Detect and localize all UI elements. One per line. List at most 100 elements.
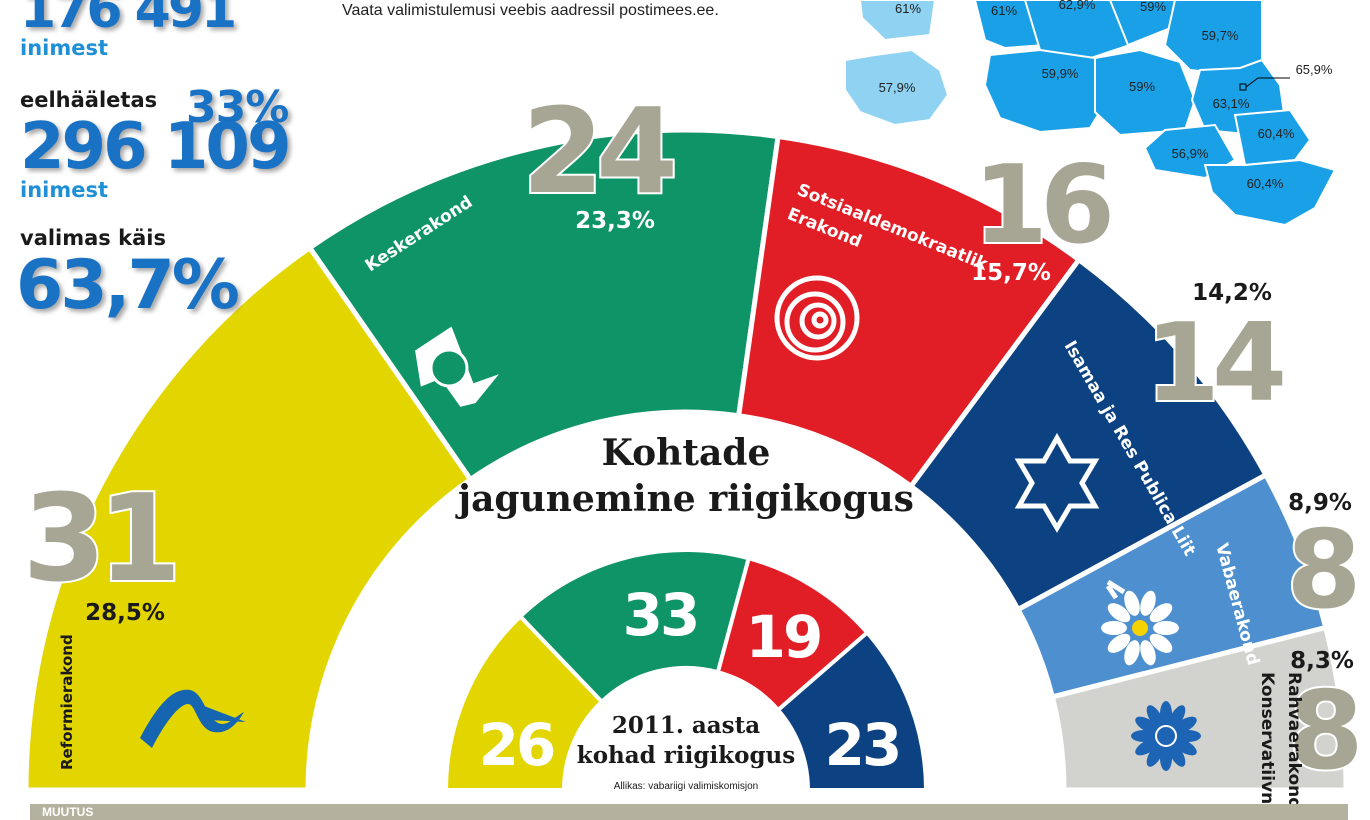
party-name-line: Reformierakond	[58, 634, 76, 770]
vabaerakond-flower-petal	[1107, 603, 1131, 623]
seat-slice-2011	[517, 547, 752, 705]
ekre-cornflower-petal	[1160, 745, 1172, 771]
seat-count-2011: 23	[825, 711, 900, 779]
ekre-cornflower-petal	[1146, 743, 1164, 767]
seat-count-2011: 26	[479, 711, 554, 779]
party-name-konservatiivne-rahvaerakond: Konservatiivne Rahvaerakond	[1257, 672, 1304, 816]
sde-rose-logo	[774, 275, 860, 361]
map-value: 56,9%	[1172, 146, 1209, 161]
seat-slice-2011	[443, 613, 605, 792]
seat-count-reformierakond: 31	[23, 470, 174, 609]
e-votes-value: 176 491	[20, 0, 237, 40]
party-name-line: Konservatiivne	[1257, 672, 1277, 816]
turnout-map: 61% 61% 62,9% 59% 59,7% 57,9% 59,9% 59% 65,9% 63,…	[844, 0, 1337, 227]
map-region	[1203, 158, 1337, 227]
vabaerakond-flower-petal	[1107, 633, 1131, 653]
map-value: 59,9%	[1042, 66, 1079, 81]
map-value: 61%	[991, 3, 1017, 18]
ekre-cornflower-petal	[1146, 705, 1164, 729]
seat-slice-reformierakond	[23, 244, 474, 793]
map-value: 60,4%	[1247, 176, 1284, 191]
ekre-cornflower-petal	[1168, 705, 1186, 729]
ekre-cornflower-petal	[1160, 701, 1172, 727]
map-value: 59%	[1140, 0, 1166, 14]
map-value: 61%	[895, 1, 921, 16]
ekre-cornflower-petal	[1173, 738, 1197, 756]
ekre-cornflower-petal	[1168, 743, 1186, 767]
party-name-reformierakond: Reformierakond	[58, 634, 76, 770]
sde-rose-logo	[811, 311, 829, 329]
seat-slice-2011	[775, 629, 929, 792]
seat-slice-konservatiivne-rahvaerakond	[1049, 624, 1349, 793]
vote-percent-reformierakond: 28,5%	[85, 600, 165, 626]
sde-rose-logo	[799, 302, 837, 340]
seat-count-konservatiivne-rahvaerakond: 8	[1288, 669, 1357, 794]
e-votes-unit: inimest	[20, 36, 109, 60]
seat-count-sotsiaaldemokraatlik-erakond: 16	[973, 143, 1110, 268]
map-leader-line	[1245, 77, 1290, 88]
ekre-cornflower-petal	[1135, 716, 1159, 734]
map-region	[1023, 0, 1132, 62]
vote-percent-isamaa-ja-res-publica-liit: 14,2%	[1192, 280, 1272, 306]
chart-title-2011: 2011. aasta	[612, 712, 760, 739]
vabaerakond-flower-petal	[1124, 640, 1140, 666]
chart-title-line: Kohtade	[602, 432, 771, 474]
early-vote-value: 296 109	[20, 110, 291, 184]
map-value: 59%	[1129, 79, 1155, 94]
vote-percent-keskerakond: 23,3%	[575, 208, 655, 234]
vabaerakond-flower-petal	[1140, 590, 1156, 616]
turnout-label: valimas käis	[20, 226, 166, 250]
map-value: 57,9%	[879, 80, 916, 95]
map-value: 65,9%	[1296, 62, 1333, 77]
chart-title-2011: kohad riigikogus	[577, 742, 795, 769]
reform-logo-wing	[204, 706, 246, 722]
vabaerakond-flower-sprig	[1105, 579, 1126, 600]
vabaerakond-flower-petal	[1101, 621, 1127, 635]
map-region	[973, 0, 1047, 50]
seat-count-keskerakond: 24	[522, 82, 673, 220]
ekre-cornflower-petal	[1173, 716, 1197, 734]
map-region	[1233, 108, 1312, 167]
map-region	[983, 48, 1112, 134]
seat-count-isamaa-ja-res-publica-liit: 14	[1145, 301, 1283, 426]
results-web-note: Vaata valimistulemusi veebis aadressil p…	[342, 2, 719, 19]
vote-percent-sotsiaaldemokraatlik-erakond: 15,7%	[971, 260, 1051, 286]
early-vote-label: eelhääletas	[20, 88, 158, 112]
ekre-cornflower-petal	[1131, 730, 1157, 742]
map-value: 63,1%	[1213, 96, 1250, 111]
turnout-value: 63,7%	[16, 246, 240, 325]
map-value: 60,4%	[1258, 126, 1295, 141]
reform-logo	[140, 689, 244, 748]
sde-rose-logo	[784, 291, 846, 353]
vabaerakond-flower-center	[1132, 620, 1148, 636]
vote-percent-konservatiivne-rahvaerakond: 8,3%	[1290, 648, 1354, 674]
vabaerakond-flower-petal	[1140, 640, 1156, 666]
vabaerakond-flower-petal	[1124, 590, 1140, 616]
map-value: 59,7%	[1202, 28, 1239, 43]
kesk-logo-clover	[429, 348, 469, 388]
map-region	[1094, 48, 1197, 137]
vabaerakond-flower-petal	[1153, 621, 1179, 635]
chart-title-line: jagunemine riigikogus	[455, 478, 914, 520]
seat-count-vabaerakond: 8	[1286, 508, 1355, 633]
vote-percent-vabaerakond: 8,9%	[1288, 490, 1352, 516]
early-vote-percent: 33%	[186, 82, 289, 133]
ekre-cornflower-center	[1155, 725, 1177, 747]
seat-count-2011: 33	[623, 581, 698, 649]
vabaerakond-flower-petal	[1149, 633, 1173, 653]
irl-star-logo	[1014, 432, 1100, 533]
map-region	[858, 0, 937, 42]
seat-arc	[23, 127, 1349, 793]
early-vote-unit: inimest	[20, 178, 109, 202]
source-note: Allikas: vabariigi valimiskomisjon	[614, 781, 759, 792]
ekre-cornflower-petal	[1175, 730, 1201, 742]
map-value: 62,9%	[1059, 0, 1096, 12]
footer-label: MUUTUS	[42, 805, 94, 819]
party-name-line: Rahvaerakond	[1284, 672, 1304, 809]
footer-bar	[30, 804, 1348, 820]
seat-count-2011: 19	[746, 603, 821, 671]
seat-slice-keskerakond	[306, 127, 781, 483]
vabaerakond-flower-petal	[1149, 603, 1173, 623]
ekre-cornflower-petal	[1135, 738, 1159, 756]
